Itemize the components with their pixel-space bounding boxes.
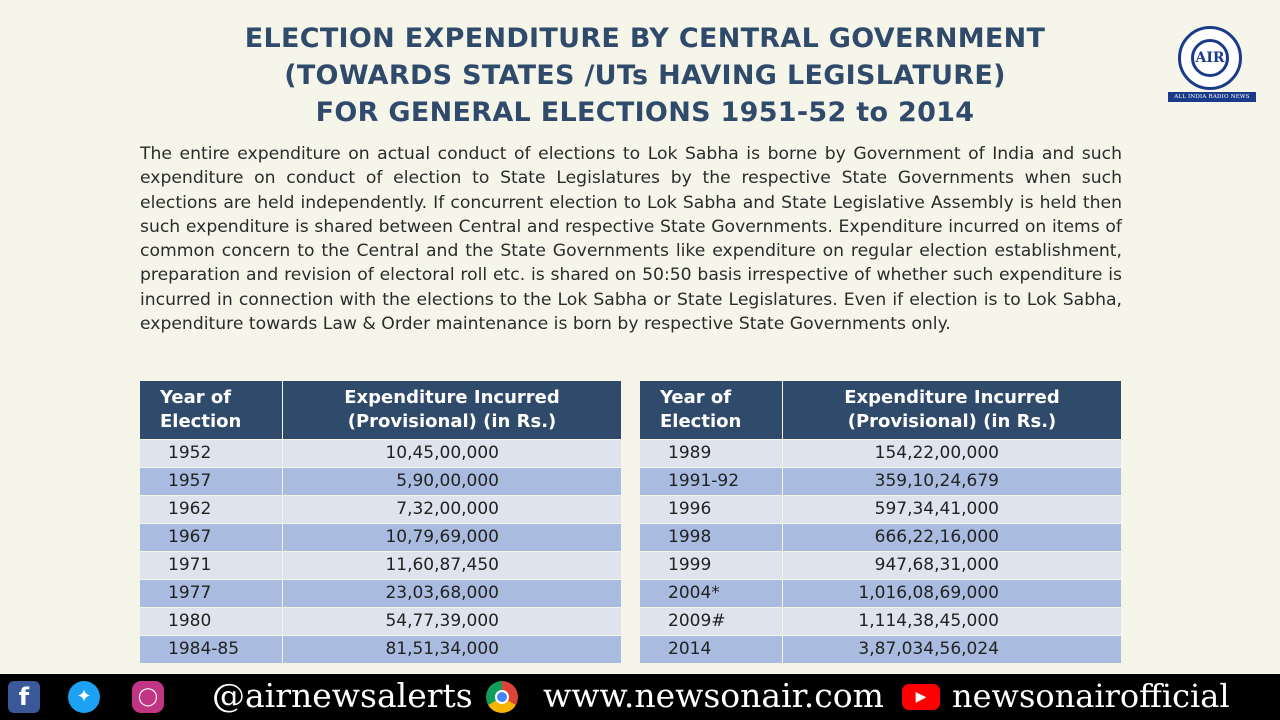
- year-cell: 2004*: [640, 579, 783, 608]
- year-cell: 1998: [640, 523, 783, 552]
- air-logo-band: ALL INDIA RADIO NEWS: [1168, 92, 1256, 102]
- expenditure-cell: 666,22,16,000: [782, 523, 1121, 552]
- year-cell: 1984-85: [140, 635, 283, 663]
- social-footer: f ✦ ◯ @airnewsalerts www.newsonair.com ▶…: [0, 674, 1280, 720]
- air-logo-ring: AIR: [1178, 26, 1242, 90]
- description-paragraph: The entire expenditure on actual conduct…: [140, 144, 1122, 335]
- table-row: 2009# 1,114,38,45,000: [640, 607, 1121, 636]
- table-row: 2014 3,87,034,56,024: [640, 635, 1121, 663]
- table-row: 1971 11,60,87,450: [140, 551, 621, 580]
- expenditure-cell: 5,90,00,000: [282, 467, 621, 496]
- expenditure-cell: 10,79,69,000: [282, 523, 621, 552]
- year-cell: 1980: [140, 607, 283, 636]
- expenditure-cell: 947,68,31,000: [782, 551, 1121, 580]
- expenditure-table-left: Year of Election Expenditure Incurred (P…: [140, 381, 621, 663]
- table-row: 1984-85 81,51,34,000: [140, 635, 621, 663]
- expenditure-header: Expenditure Incurred (Provisional) (in R…: [782, 381, 1121, 440]
- title-line-3: FOR GENERAL ELECTIONS 1951-52 to 2014: [315, 97, 975, 128]
- table-row: 1999 947,68,31,000: [640, 551, 1121, 580]
- year-cell: 2014: [640, 635, 783, 663]
- expenditure-cell: 54,77,39,000: [282, 607, 621, 636]
- chrome-icon[interactable]: [486, 681, 518, 713]
- year-cell: 1971: [140, 551, 283, 580]
- facebook-icon[interactable]: f: [8, 681, 40, 713]
- youtube-channel-link[interactable]: newsonairofficial: [952, 677, 1230, 715]
- expenditure-cell: 154,22,00,000: [782, 439, 1121, 468]
- expenditure-cell: 597,34,41,000: [782, 495, 1121, 524]
- table-row: 1977 23,03,68,000: [140, 579, 621, 608]
- year-header: Year of Election: [640, 381, 783, 440]
- table-header-row: Year of Election Expenditure Incurred (P…: [140, 381, 621, 440]
- air-logo: AIR ALL INDIA RADIO NEWS: [1168, 26, 1256, 102]
- year-cell: 1991-92: [640, 467, 783, 496]
- table-row: 1989 154,22,00,000: [640, 439, 1121, 468]
- twitter-icon[interactable]: ✦: [68, 681, 100, 713]
- year-cell: 1962: [140, 495, 283, 524]
- expenditure-cell: 1,016,08,69,000: [782, 579, 1121, 608]
- table-row: 1957 5,90,00,000: [140, 467, 621, 496]
- expenditure-cell: 81,51,34,000: [282, 635, 621, 663]
- table-row: 1991-92 359,10,24,679: [640, 467, 1121, 496]
- year-cell: 1957: [140, 467, 283, 496]
- website-link[interactable]: www.newsonair.com: [543, 676, 884, 715]
- year-cell: 1996: [640, 495, 783, 524]
- table-row: 1996 597,34,41,000: [640, 495, 1121, 524]
- year-cell: 2009#: [640, 607, 783, 636]
- expenditure-cell: 1,114,38,45,000: [782, 607, 1121, 636]
- year-cell: 1989: [640, 439, 783, 468]
- table-row: 1952 10,45,00,000: [140, 439, 621, 468]
- expenditure-header: Expenditure Incurred (Provisional) (in R…: [282, 381, 621, 440]
- table-row: 1967 10,79,69,000: [140, 523, 621, 552]
- year-cell: 1952: [140, 439, 283, 468]
- air-logo-text: AIR: [1191, 39, 1229, 77]
- twitter-handle-link[interactable]: @airnewsalerts: [212, 676, 473, 715]
- expenditure-table-right: Year of Election Expenditure Incurred (P…: [640, 381, 1121, 663]
- page-title: ELECTION EXPENDITURE BY CENTRAL GOVERNME…: [200, 20, 1090, 131]
- expenditure-cell: 10,45,00,000: [282, 439, 621, 468]
- expenditure-cell: 23,03,68,000: [282, 579, 621, 608]
- instagram-icon[interactable]: ◯: [132, 681, 164, 713]
- year-cell: 1967: [140, 523, 283, 552]
- expenditure-cell: 7,32,00,000: [282, 495, 621, 524]
- year-header: Year of Election: [140, 381, 283, 440]
- youtube-icon[interactable]: ▶: [902, 684, 940, 710]
- title-line-2: (TOWARDS STATES /UTs HAVING LEGISLATURE): [284, 60, 1006, 91]
- table-row: 1962 7,32,00,000: [140, 495, 621, 524]
- table-header-row: Year of Election Expenditure Incurred (P…: [640, 381, 1121, 440]
- table-row: 2004* 1,016,08,69,000: [640, 579, 1121, 608]
- title-line-1: ELECTION EXPENDITURE BY CENTRAL GOVERNME…: [244, 23, 1046, 54]
- year-cell: 1977: [140, 579, 283, 608]
- expenditure-cell: 3,87,034,56,024: [782, 635, 1121, 663]
- year-cell: 1999: [640, 551, 783, 580]
- table-row: 1980 54,77,39,000: [140, 607, 621, 636]
- expenditure-cell: 11,60,87,450: [282, 551, 621, 580]
- expenditure-cell: 359,10,24,679: [782, 467, 1121, 496]
- table-row: 1998 666,22,16,000: [640, 523, 1121, 552]
